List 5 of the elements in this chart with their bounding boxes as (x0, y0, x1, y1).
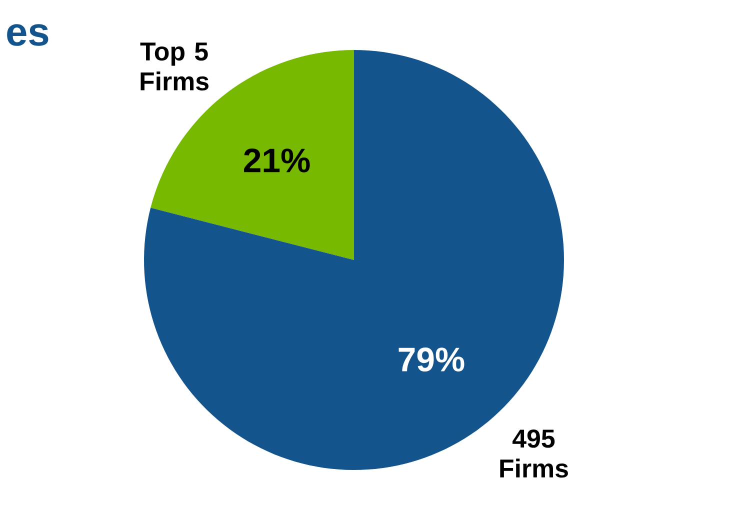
data-label: 21% (244, 148, 310, 172)
chart-title: es (7, 24, 48, 46)
slice-label: Top 5 Firms (140, 42, 208, 91)
slice-label: 495 Firms (500, 429, 568, 478)
data-label: 79% (398, 348, 464, 372)
